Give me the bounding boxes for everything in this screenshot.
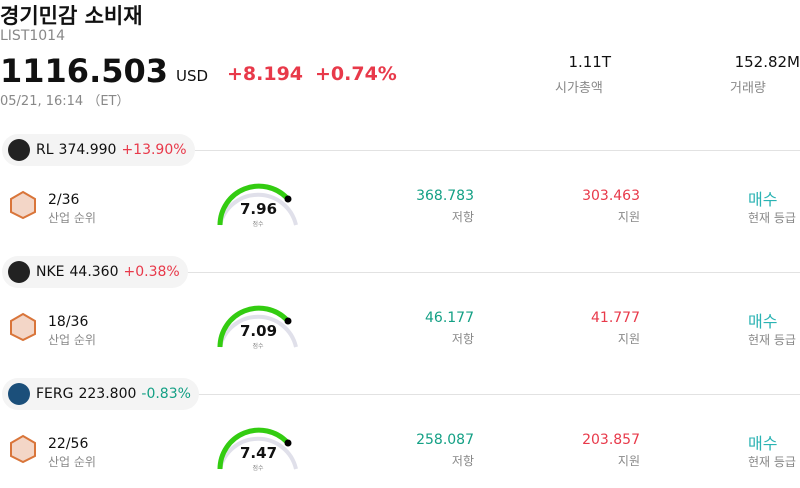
resistance-label: 저항 <box>451 454 474 468</box>
score-label: 점수 <box>252 221 264 228</box>
separator <box>185 150 800 151</box>
rank: 22/56 <box>48 436 89 452</box>
stock-pill[interactable]: FERG 223.800 -0.83% <box>2 378 199 410</box>
gauge-track <box>218 436 298 470</box>
resistance: 46.177 <box>425 310 474 326</box>
gauge-fill <box>217 183 289 226</box>
gauge-dot <box>284 317 292 325</box>
gauge-track <box>218 314 298 348</box>
support-label: 지원 <box>617 210 640 224</box>
stock-pill[interactable]: RL 374.990 +13.90% <box>2 134 195 166</box>
volume: 152.82M <box>734 53 800 71</box>
score: 7.09 <box>240 322 278 340</box>
logo <box>8 139 30 161</box>
ticker: NKE <box>36 264 65 280</box>
rating-label: 현재 등급 <box>748 333 796 347</box>
stock-price: 44.360 <box>69 264 119 280</box>
rank: 2/36 <box>48 192 80 208</box>
support: 41.777 <box>591 310 640 326</box>
market-cap-label: 시가총액 <box>555 81 603 96</box>
rating: 매수 <box>748 434 778 453</box>
gauge-fill <box>217 305 289 348</box>
title: 경기민감 소비재 <box>0 4 143 28</box>
gauge-track <box>218 192 298 226</box>
gauge-dot <box>284 195 292 203</box>
stock-change: +0.38% <box>123 264 180 280</box>
datetime: 05/21, 16:14 （ET） <box>0 94 130 109</box>
logo <box>8 261 30 283</box>
score: 7.47 <box>240 444 278 462</box>
rating: 매수 <box>748 190 778 209</box>
code: LIST1014 <box>0 28 65 44</box>
hex <box>10 190 36 220</box>
volume-label: 거래량 <box>730 81 766 96</box>
rank-label: 산업 순위 <box>48 333 96 347</box>
resistance-label: 저항 <box>451 332 474 346</box>
score: 7.96 <box>240 200 278 218</box>
change-pct: +0.74% <box>315 63 397 85</box>
separator <box>185 272 800 273</box>
stock-change: -0.83% <box>141 386 191 402</box>
gauge <box>217 305 298 348</box>
resistance: 258.087 <box>416 432 474 448</box>
stock-price: 374.990 <box>58 142 117 158</box>
gauge <box>217 427 298 470</box>
stock-price: 223.800 <box>78 386 137 402</box>
support: 303.463 <box>582 188 640 204</box>
ticker: RL <box>36 142 54 158</box>
change: +8.194 <box>227 63 304 85</box>
score-label: 점수 <box>252 343 264 350</box>
rating-label: 현재 등급 <box>748 211 796 225</box>
support-label: 지원 <box>617 454 640 468</box>
stock-pill[interactable]: NKE 44.360 +0.38% <box>2 256 188 288</box>
score-label: 점수 <box>252 465 264 472</box>
gauge-dot <box>284 439 292 447</box>
ticker: FERG <box>36 386 74 402</box>
stock-change: +13.90% <box>121 142 187 158</box>
gauge <box>217 183 298 226</box>
market-cap: 1.11T <box>568 53 611 71</box>
rating: 매수 <box>748 312 778 331</box>
separator <box>185 394 800 395</box>
rank: 18/36 <box>48 314 89 330</box>
hex <box>10 434 36 464</box>
rank-icon <box>10 312 36 342</box>
currency: USD <box>176 67 209 85</box>
logo <box>8 383 30 405</box>
resistance: 368.783 <box>416 188 474 204</box>
rank-icon <box>10 190 36 220</box>
rank-label: 산업 순위 <box>48 455 96 469</box>
support-label: 지원 <box>617 332 640 346</box>
gauge-fill <box>217 427 289 470</box>
rating-label: 현재 등급 <box>748 455 796 469</box>
rank-icon <box>10 434 36 464</box>
price: 1116.503 <box>0 52 169 90</box>
rank-label: 산업 순위 <box>48 211 96 225</box>
resistance-label: 저항 <box>451 210 474 224</box>
hex <box>10 312 36 342</box>
support: 203.857 <box>582 432 640 448</box>
